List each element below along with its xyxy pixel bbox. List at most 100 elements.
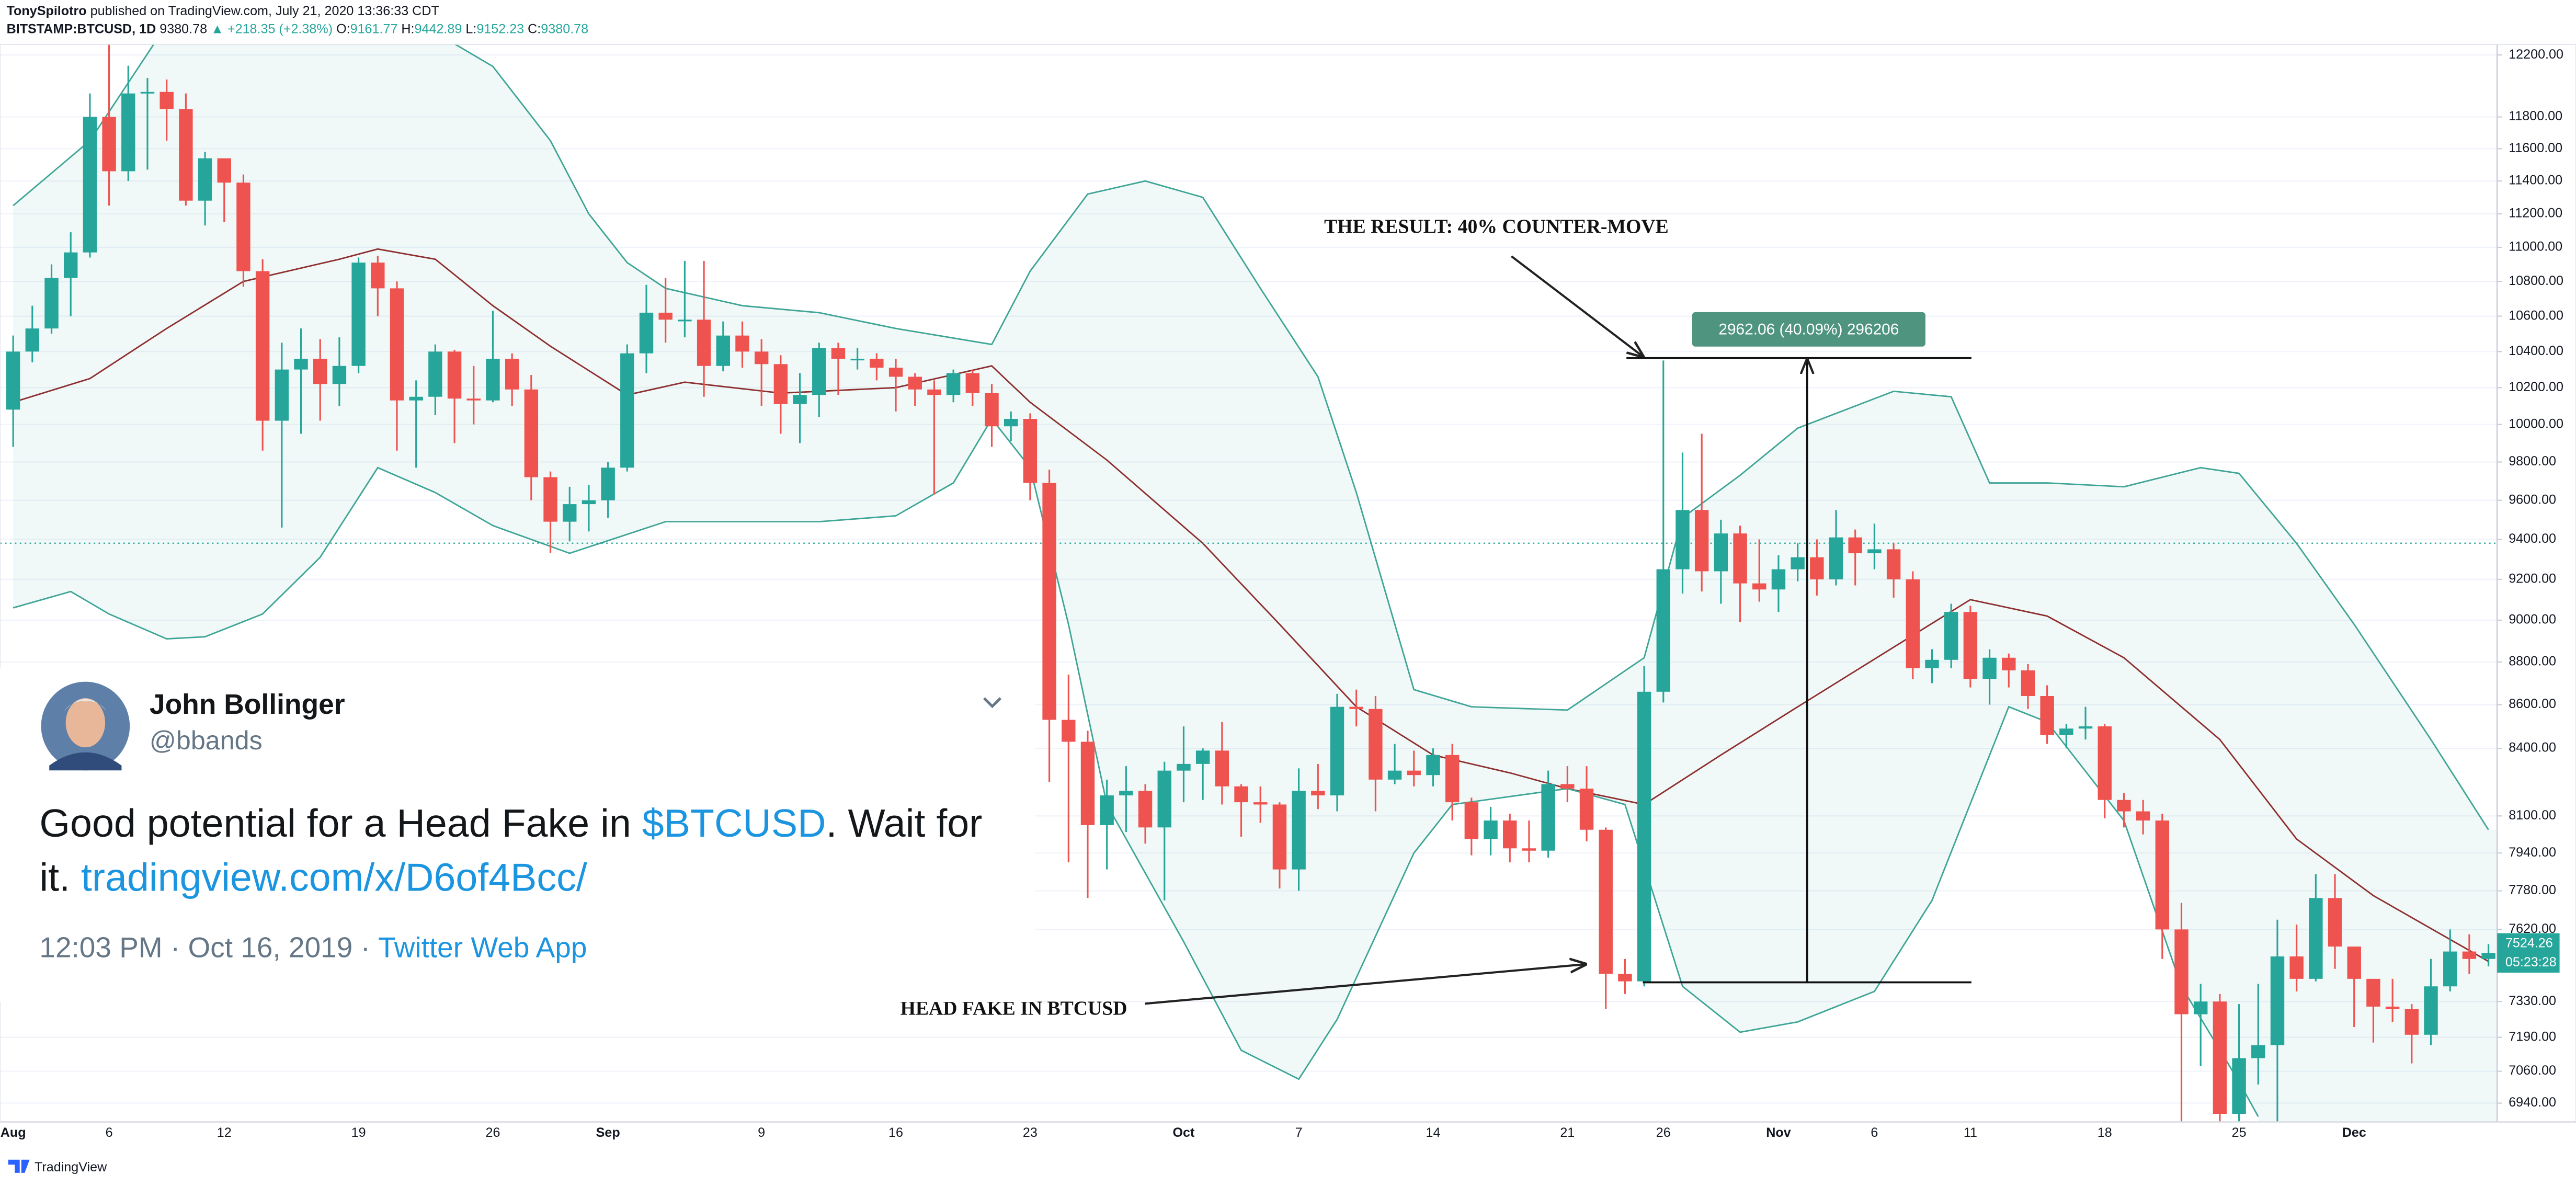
- candle-body: [236, 183, 250, 271]
- candle-body: [1253, 802, 1268, 805]
- candle-body: [2213, 1001, 2227, 1114]
- last-price-label: 7524.26: [2505, 936, 2553, 951]
- candle-body: [1157, 770, 1171, 828]
- candle-body: [2251, 1045, 2265, 1058]
- candle-body: [754, 351, 769, 364]
- candle-body: [275, 369, 289, 421]
- candle-body: [2136, 811, 2150, 821]
- candle-body: [1349, 706, 1363, 709]
- candle-body: [1675, 510, 1690, 569]
- x-tick-label: 7: [1295, 1125, 1303, 1140]
- candle-body: [217, 158, 231, 183]
- candle-body: [2174, 929, 2189, 1014]
- y-tick-label: 9800.00: [2509, 454, 2556, 469]
- candle-body: [2424, 986, 2438, 1035]
- candle-body: [927, 389, 941, 395]
- x-tick-label: Aug: [1, 1125, 26, 1140]
- candle-body: [1771, 569, 1786, 590]
- tweet-menu[interactable]: [983, 697, 1002, 709]
- candle-body: [1119, 791, 1133, 796]
- y-tick-label: 7190.00: [2509, 1029, 2556, 1044]
- candle-body: [44, 278, 59, 329]
- candle-body: [2117, 800, 2131, 812]
- candle-body: [543, 477, 557, 522]
- h-label: H:: [401, 21, 414, 36]
- band-fill: [13, 44, 2498, 1122]
- candle-body: [121, 93, 135, 172]
- candle-body: [2404, 1009, 2419, 1035]
- candle-body: [582, 500, 596, 505]
- candle-body: [2481, 953, 2495, 959]
- o-value: 9161.77: [350, 21, 398, 36]
- l-label: L:: [465, 21, 476, 36]
- lower-band: [13, 417, 2259, 1117]
- candle-body: [255, 271, 270, 421]
- candle-body: [2385, 1006, 2400, 1009]
- candle-body: [447, 351, 462, 399]
- candle-body: [2059, 728, 2073, 735]
- footer-logo: [8, 1159, 30, 1173]
- annotation-arrow: [1145, 964, 1586, 1005]
- candle-body: [678, 320, 692, 322]
- candle-body: [2040, 696, 2054, 735]
- y-tick-label: 10200.00: [2509, 380, 2563, 394]
- candle-body: [428, 351, 442, 397]
- candle-body: [1810, 557, 1824, 579]
- tweet-link[interactable]: tradingview.com/x/D6of4Bcc/: [81, 856, 587, 899]
- candle-body: [946, 373, 961, 395]
- candle-body: [2270, 956, 2285, 1045]
- x-tick-label: 6: [1871, 1125, 1878, 1140]
- candle-body: [1195, 750, 1210, 764]
- candle-body: [850, 358, 864, 361]
- y-tick-label: 11400.00: [2509, 173, 2562, 188]
- x-tick-label: 19: [351, 1125, 366, 1140]
- symbol: BITSTAMP:BTCUSD, 1D: [7, 21, 156, 36]
- upper-band: [13, 44, 2489, 830]
- candle-body: [1311, 791, 1325, 796]
- h-value: 9442.89: [415, 21, 462, 36]
- tweet-card: John Bollinger @bbands Good potential fo…: [0, 668, 1035, 1002]
- l-value: 9152.23: [476, 21, 524, 36]
- candle-body: [2443, 951, 2457, 987]
- candle-body: [2021, 670, 2035, 697]
- x-tick-label: 21: [1560, 1125, 1575, 1140]
- candle-body: [294, 358, 308, 370]
- candle-body: [1560, 784, 1575, 789]
- candle-body: [466, 398, 481, 401]
- tweet-text: it. tradingview.com/x/D6of4Bcc/: [39, 856, 587, 899]
- x-tick-label: 26: [485, 1125, 500, 1140]
- candle-body: [1637, 691, 1651, 982]
- candle-body: [486, 358, 500, 401]
- tweet-text: Good potential for a Head Fake in $BTCUS…: [39, 801, 982, 845]
- x-tick-label: 25: [2232, 1125, 2247, 1140]
- candle-body: [1042, 483, 1056, 720]
- y-tick-label: 10000.00: [2509, 416, 2563, 431]
- tweet-background: [0, 668, 1035, 1002]
- candle-body: [1733, 533, 1747, 584]
- candle-body: [505, 358, 519, 390]
- x-tick-label: 14: [1426, 1125, 1440, 1140]
- x-tick-label: Nov: [1766, 1125, 1791, 1140]
- y-tick-label: 11200.00: [2509, 206, 2562, 221]
- candle-body: [1234, 786, 1248, 803]
- tweet-text-part: it.: [39, 856, 81, 899]
- candle-body: [140, 92, 155, 94]
- cashtag[interactable]: $BTCUSD: [642, 801, 826, 845]
- candle-body: [2232, 1058, 2246, 1114]
- x-tick-label: 26: [1656, 1125, 1671, 1140]
- tweet-handle[interactable]: @bbands: [150, 726, 263, 755]
- y-tick-label: 9200.00: [2509, 572, 2556, 586]
- tweet-meta: 12:03 PM · Oct 16, 2019 · Twitter Web Ap…: [39, 931, 587, 963]
- y-tick-label: 10400.00: [2509, 344, 2563, 358]
- candle-body: [965, 373, 980, 393]
- candle-body: [870, 358, 884, 368]
- y-tick-label: 10600.00: [2509, 308, 2563, 323]
- tweet-source[interactable]: Twitter Web App: [378, 931, 587, 963]
- tweet-name[interactable]: John Bollinger: [150, 689, 345, 720]
- candle-body: [1829, 537, 1843, 579]
- candle-body: [390, 288, 404, 401]
- candle-body: [812, 348, 826, 395]
- x-tick-label: Sep: [596, 1125, 620, 1140]
- candle-body: [179, 109, 193, 201]
- x-tick-label: 11: [1964, 1125, 1977, 1140]
